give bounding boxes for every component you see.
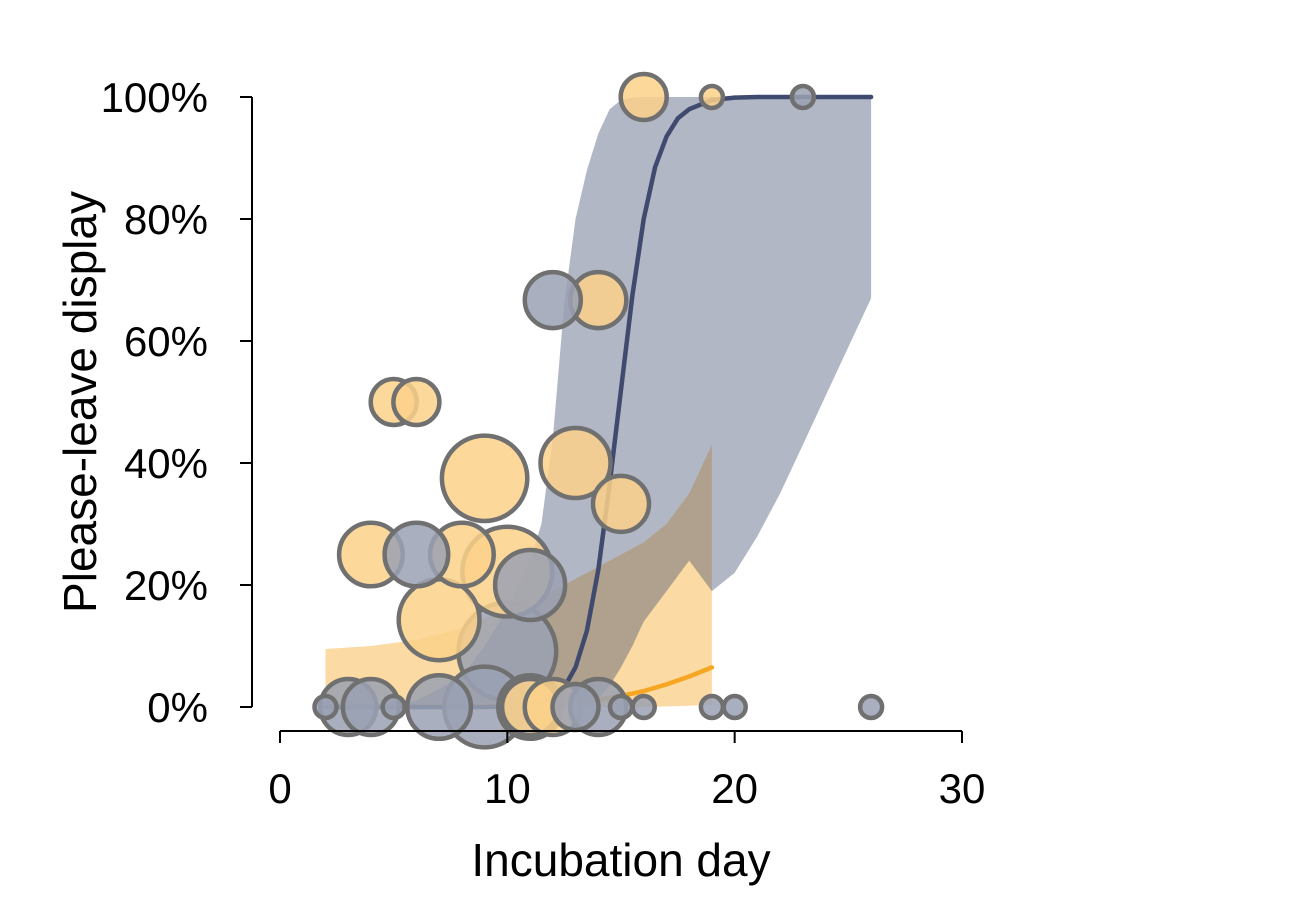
data-point-series-1 <box>439 433 530 524</box>
data-point-series-2 <box>789 83 817 111</box>
y-tick-label: 20% <box>124 562 208 609</box>
data-points <box>312 71 885 750</box>
data-point-series-1 <box>618 71 669 123</box>
x-tick-label: 20 <box>711 765 758 812</box>
data-point-series-2 <box>698 693 726 721</box>
data-point-series-1 <box>396 577 482 663</box>
y-tick-label: 0% <box>147 684 208 731</box>
data-point-series-2 <box>380 693 407 721</box>
data-point-series-2 <box>857 693 885 721</box>
x-axis: 0 10 20 30 <box>268 730 986 812</box>
confidence-band-2 <box>325 97 872 707</box>
data-point-series-2 <box>382 520 451 589</box>
data-point-series-1 <box>698 83 726 111</box>
x-axis-title: Incubation day <box>471 834 770 886</box>
x-tick-label: 10 <box>484 765 531 812</box>
y-tick-label: 60% <box>124 318 208 365</box>
x-tick-label: 30 <box>939 765 986 812</box>
x-tick-label: 0 <box>268 765 291 812</box>
data-point-series-1 <box>391 376 442 428</box>
data-point-series-2 <box>522 269 584 331</box>
data-point-series-1 <box>590 473 652 535</box>
data-point-series-2 <box>607 693 635 721</box>
y-tick-label: 100% <box>101 74 208 121</box>
data-point-series-2 <box>630 693 657 721</box>
data-point-series-2 <box>492 547 568 623</box>
data-point-series-1 <box>538 425 613 501</box>
data-point-series-2 <box>721 693 748 721</box>
y-axis: 0% 20% 40% 60% 80% 100% <box>101 74 253 731</box>
y-tick-label: 80% <box>124 196 208 243</box>
y-tick-label: 40% <box>124 440 208 487</box>
y-axis-title: Please-leave display <box>54 191 106 613</box>
data-point-series-2 <box>312 693 339 721</box>
data-point-series-2 <box>405 672 474 742</box>
data-point-series-2 <box>550 681 601 733</box>
